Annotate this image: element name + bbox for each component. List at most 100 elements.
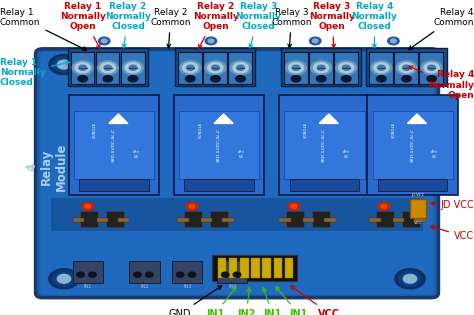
Text: SRD-5VDC-SL-C: SRD-5VDC-SL-C — [322, 128, 327, 162]
Circle shape — [101, 39, 107, 43]
FancyBboxPatch shape — [210, 211, 228, 227]
Circle shape — [49, 269, 79, 289]
FancyBboxPatch shape — [376, 211, 394, 227]
Circle shape — [421, 61, 442, 75]
Circle shape — [189, 204, 195, 208]
Text: IN2: IN2 — [237, 288, 255, 315]
Circle shape — [285, 61, 306, 75]
Circle shape — [53, 57, 75, 72]
FancyBboxPatch shape — [378, 179, 447, 191]
Circle shape — [185, 76, 195, 82]
Text: Relay 2
Common: Relay 2 Common — [150, 8, 191, 48]
Circle shape — [288, 63, 303, 73]
Text: IN1: IN1 — [83, 284, 92, 289]
Text: Relay 2
Normally
Open: Relay 2 Normally Open — [193, 2, 238, 48]
Text: 4
Relay
Module: 4 Relay Module — [25, 143, 68, 191]
Circle shape — [236, 76, 246, 82]
Circle shape — [129, 65, 137, 70]
FancyBboxPatch shape — [175, 48, 255, 86]
Circle shape — [233, 63, 248, 73]
Text: VCC: VCC — [291, 286, 340, 315]
Text: Relay 1
Normally
Closed: Relay 1 Normally Closed — [0, 58, 69, 87]
Circle shape — [237, 65, 245, 70]
Circle shape — [98, 61, 118, 75]
Circle shape — [134, 272, 141, 277]
Text: SRD-5VDC-SL-C: SRD-5VDC-SL-C — [410, 128, 415, 162]
FancyBboxPatch shape — [369, 218, 381, 222]
Text: Relay 4
Normally
Open: Relay 4 Normally Open — [409, 66, 474, 100]
Circle shape — [402, 65, 410, 70]
Circle shape — [230, 61, 251, 75]
Circle shape — [399, 271, 421, 286]
Circle shape — [182, 63, 198, 73]
FancyBboxPatch shape — [410, 199, 426, 218]
Text: IN3: IN3 — [183, 284, 191, 289]
Polygon shape — [319, 114, 338, 123]
FancyBboxPatch shape — [419, 52, 443, 84]
Circle shape — [233, 272, 241, 277]
Text: Relay 3
Common: Relay 3 Common — [271, 8, 312, 48]
FancyBboxPatch shape — [178, 52, 202, 84]
FancyBboxPatch shape — [402, 211, 420, 227]
Circle shape — [186, 65, 194, 70]
FancyBboxPatch shape — [263, 258, 271, 278]
Circle shape — [312, 39, 318, 43]
Circle shape — [318, 65, 325, 70]
Circle shape — [100, 63, 115, 73]
FancyBboxPatch shape — [212, 255, 297, 281]
FancyBboxPatch shape — [312, 211, 330, 227]
Circle shape — [396, 61, 417, 75]
Circle shape — [376, 76, 386, 82]
FancyBboxPatch shape — [74, 111, 154, 179]
Circle shape — [125, 63, 141, 73]
Polygon shape — [109, 114, 128, 123]
FancyBboxPatch shape — [172, 261, 202, 283]
Text: SONGLE: SONGLE — [303, 122, 308, 138]
FancyBboxPatch shape — [179, 111, 259, 179]
Circle shape — [186, 203, 198, 210]
FancyBboxPatch shape — [251, 258, 260, 278]
Circle shape — [89, 272, 96, 277]
Circle shape — [180, 61, 201, 75]
Text: IN1: IN1 — [207, 287, 236, 315]
FancyBboxPatch shape — [393, 218, 404, 222]
Text: SONGLE: SONGLE — [198, 122, 202, 138]
FancyBboxPatch shape — [201, 218, 212, 222]
Polygon shape — [408, 114, 427, 123]
Circle shape — [208, 63, 223, 73]
FancyBboxPatch shape — [106, 211, 124, 227]
FancyBboxPatch shape — [73, 218, 84, 222]
Circle shape — [205, 37, 217, 45]
FancyBboxPatch shape — [228, 52, 252, 84]
Circle shape — [210, 76, 220, 82]
Circle shape — [313, 63, 328, 73]
Circle shape — [205, 61, 226, 75]
FancyBboxPatch shape — [394, 52, 418, 84]
Circle shape — [128, 76, 138, 82]
FancyBboxPatch shape — [240, 258, 248, 278]
Circle shape — [338, 63, 354, 73]
Circle shape — [427, 76, 436, 82]
Text: GND: GND — [169, 286, 222, 315]
Circle shape — [388, 37, 399, 45]
FancyBboxPatch shape — [273, 258, 282, 278]
FancyBboxPatch shape — [177, 218, 189, 222]
FancyBboxPatch shape — [286, 211, 304, 227]
Circle shape — [391, 39, 396, 43]
FancyBboxPatch shape — [121, 52, 145, 84]
Text: IN2: IN2 — [140, 284, 149, 289]
FancyBboxPatch shape — [203, 52, 227, 84]
Circle shape — [399, 63, 414, 73]
FancyBboxPatch shape — [309, 52, 333, 84]
FancyBboxPatch shape — [184, 179, 254, 191]
Circle shape — [311, 61, 331, 75]
Text: Relay 3
Normally
Closed: Relay 3 Normally Closed — [236, 2, 281, 48]
Circle shape — [399, 57, 421, 72]
FancyBboxPatch shape — [73, 261, 103, 283]
Text: Relay 2
Normally
Closed: Relay 2 Normally Closed — [105, 2, 151, 48]
Text: cRn
US: cRn US — [238, 150, 245, 159]
FancyBboxPatch shape — [284, 111, 365, 179]
Text: JD VCC: JD VCC — [431, 200, 474, 210]
Circle shape — [381, 204, 387, 208]
FancyBboxPatch shape — [281, 48, 361, 86]
